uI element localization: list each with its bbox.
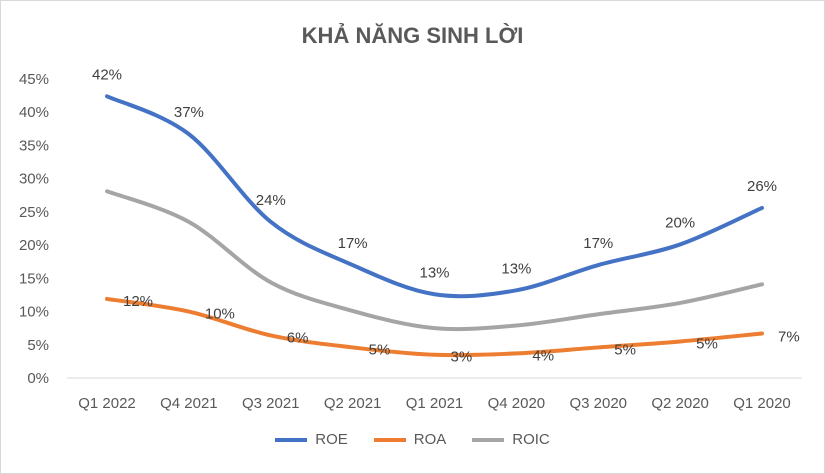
legend-swatch <box>373 437 406 442</box>
x-tick-label: Q3 2021 <box>242 395 300 412</box>
legend-item-roa: ROA <box>373 431 447 448</box>
legend-item-roic: ROIC <box>472 431 550 448</box>
x-tick-label: Q4 2020 <box>488 395 546 412</box>
x-tick-label: Q4 2021 <box>160 395 218 412</box>
x-tick-label: Q2 2020 <box>651 395 709 412</box>
x-tick-label: Q1 2021 <box>406 395 464 412</box>
legend-label: ROE <box>315 431 348 448</box>
y-tick-label: 10% <box>19 304 49 321</box>
data-label-roa: 6% <box>287 329 309 346</box>
legend-label: ROIC <box>512 431 550 448</box>
x-tick-label: Q2 2021 <box>324 395 382 412</box>
x-tick-label: Q3 2020 <box>569 395 627 412</box>
legend-label: ROA <box>413 431 447 448</box>
data-label-roa: 5% <box>369 341 391 358</box>
data-label-roe: 26% <box>747 178 777 195</box>
y-tick-label: 5% <box>27 337 49 354</box>
data-label-roe: 20% <box>665 214 695 231</box>
legend-swatch <box>275 437 308 442</box>
series-line-roe <box>105 94 764 299</box>
x-tick-label: Q1 2020 <box>733 395 791 412</box>
data-label-roa: 5% <box>614 341 636 358</box>
y-tick-label: 35% <box>19 137 49 154</box>
data-label-roe: 17% <box>583 235 613 252</box>
data-label-roe: 13% <box>419 264 449 281</box>
y-tick-label: 15% <box>19 270 49 287</box>
y-tick-label: 40% <box>19 104 49 121</box>
y-tick-label: 45% <box>19 71 49 88</box>
x-tick-label: Q1 2022 <box>78 395 136 412</box>
y-tick-label: 0% <box>27 370 49 387</box>
data-label-roa: 5% <box>696 335 718 352</box>
data-label-roa: 4% <box>532 347 554 364</box>
data-label-roa: 7% <box>778 328 800 345</box>
data-label-roe: 24% <box>256 192 286 209</box>
data-label-roa: 10% <box>205 306 235 323</box>
series-line-roa <box>105 296 764 358</box>
data-label-roe: 17% <box>338 235 368 252</box>
data-label-roe: 42% <box>92 66 122 83</box>
chart-title: KHẢ NĂNG SINH LỜI <box>301 23 524 48</box>
data-label-roa: 3% <box>451 349 473 366</box>
legend: ROE ROA ROIC <box>1 431 824 448</box>
y-tick-label: 25% <box>19 204 49 221</box>
legend-swatch <box>472 437 505 442</box>
series-line-roic <box>105 189 764 332</box>
y-tick-label: 20% <box>19 237 49 254</box>
data-label-roe: 13% <box>501 260 531 277</box>
data-label-roe: 37% <box>174 104 204 121</box>
y-tick-label: 30% <box>19 171 49 188</box>
legend-item-roe: ROE <box>275 431 348 448</box>
data-label-roa: 12% <box>123 293 153 310</box>
